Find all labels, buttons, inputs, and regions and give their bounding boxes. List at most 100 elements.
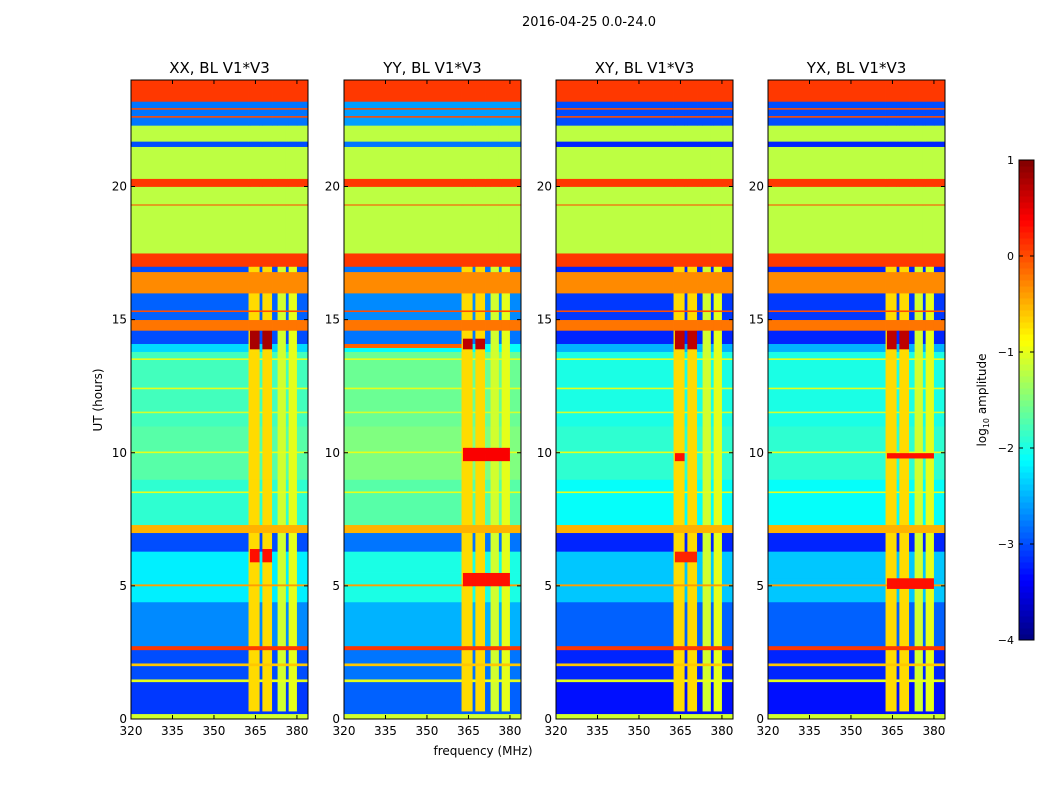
heatmap-cell <box>485 109 491 117</box>
heatmap-cell <box>462 293 473 311</box>
heatmap-cell <box>501 186 511 205</box>
heatmap-cell <box>485 293 491 311</box>
heatmap-cell <box>886 311 897 321</box>
heatmap-cell <box>710 388 715 412</box>
heatmap-cell <box>687 125 698 142</box>
heatmap-cell <box>262 330 273 344</box>
heatmap-cell <box>684 492 688 526</box>
heatmap-cell <box>272 109 278 117</box>
heatmap-cell <box>768 452 886 459</box>
heatmap-cell <box>262 80 273 102</box>
heatmap-cell <box>933 205 945 254</box>
heatmap-cell <box>475 107 486 110</box>
x-tick-label: 380 <box>710 724 733 738</box>
heatmap-cell <box>501 645 511 651</box>
heatmap-cell <box>262 681 273 712</box>
colorbar-segment <box>1019 208 1034 215</box>
heatmap-cell <box>768 492 886 526</box>
heatmap-cell <box>702 649 712 664</box>
heatmap-cell <box>673 348 676 352</box>
heatmap-cell <box>288 310 298 313</box>
heatmap-cell <box>296 204 308 206</box>
heatmap-cell <box>702 204 712 206</box>
heatmap-cell <box>296 351 308 359</box>
heatmap-cell <box>461 359 464 388</box>
heatmap-cell <box>687 271 698 294</box>
heatmap-cell <box>490 347 500 350</box>
heatmap-cell <box>498 125 503 142</box>
heatmap-cell <box>710 524 715 534</box>
heatmap-cell <box>498 204 503 206</box>
heatmap-cell <box>933 266 945 273</box>
heatmap-cell <box>674 711 685 715</box>
heatmap-cell <box>909 178 915 187</box>
colorbar-tick-label: −2 <box>998 442 1014 455</box>
heatmap-cell <box>262 359 273 388</box>
heatmap-cell <box>262 141 273 147</box>
heatmap-cell <box>461 330 464 339</box>
heatmap-cell <box>288 584 298 587</box>
heatmap-cell <box>914 146 924 179</box>
colorbar-segment <box>1019 550 1034 557</box>
heatmap-cell <box>713 713 723 719</box>
heatmap-cell <box>277 665 287 680</box>
heatmap-cell <box>344 115 462 118</box>
heatmap-cell <box>899 711 910 715</box>
heatmap-cell <box>272 115 278 118</box>
heatmap-cell <box>922 319 927 331</box>
heatmap-cell <box>674 205 685 254</box>
heatmap-cell <box>899 577 910 585</box>
heatmap-cell <box>899 204 910 206</box>
heatmap-cell <box>249 348 260 352</box>
heatmap-cell <box>462 479 473 492</box>
heatmap-cell <box>490 679 500 683</box>
heatmap-cell <box>498 524 503 534</box>
heatmap-cell <box>248 601 251 647</box>
heatmap-cell <box>249 663 260 667</box>
heatmap-cell <box>899 253 910 267</box>
heatmap-cell <box>344 551 462 573</box>
heatmap-cell <box>498 447 503 452</box>
heatmap-cell <box>288 451 298 454</box>
heatmap-cell <box>288 141 298 147</box>
heatmap-cell <box>710 585 715 603</box>
heatmap-cell <box>472 319 476 331</box>
heatmap-cell <box>277 293 287 311</box>
heatmap-cell <box>475 178 486 187</box>
axes-frame <box>767 79 946 720</box>
heatmap-cell <box>922 186 927 205</box>
heatmap-cell <box>713 388 723 412</box>
heatmap-cell <box>687 679 698 683</box>
x-tick-label: 335 <box>798 724 821 738</box>
heatmap-cell <box>498 330 503 339</box>
heatmap-cell <box>475 679 486 683</box>
heatmap-cell <box>462 117 473 126</box>
heatmap-cell <box>885 551 888 579</box>
heatmap-cell <box>933 357 945 360</box>
heatmap-cell <box>768 601 886 647</box>
heatmap-cell <box>131 665 249 680</box>
heatmap-cell <box>490 411 500 414</box>
x-tick-label: 320 <box>757 724 780 738</box>
heatmap-cell <box>886 491 897 494</box>
heatmap-cell <box>344 645 462 651</box>
heatmap-cell <box>272 178 278 187</box>
heatmap-cell <box>556 452 674 462</box>
heatmap-cell <box>896 681 900 712</box>
heatmap-cell <box>462 205 473 254</box>
heatmap-cell <box>702 101 712 109</box>
heatmap-cell <box>909 266 915 273</box>
heatmap-cell <box>721 343 733 350</box>
heatmap-cell <box>885 584 888 587</box>
heatmap-cell <box>896 351 900 359</box>
heatmap-cell <box>285 645 290 651</box>
heatmap-cell <box>710 601 715 647</box>
heatmap-cell <box>702 711 712 715</box>
heatmap-cell <box>914 411 924 414</box>
heatmap-cell <box>687 319 698 331</box>
heatmap-cell <box>485 492 491 526</box>
colorbar: 10−1−2−3−4 <box>998 154 1035 647</box>
heatmap-cell <box>710 310 715 313</box>
heatmap-cell <box>674 80 685 102</box>
heatmap-cell <box>262 125 273 142</box>
